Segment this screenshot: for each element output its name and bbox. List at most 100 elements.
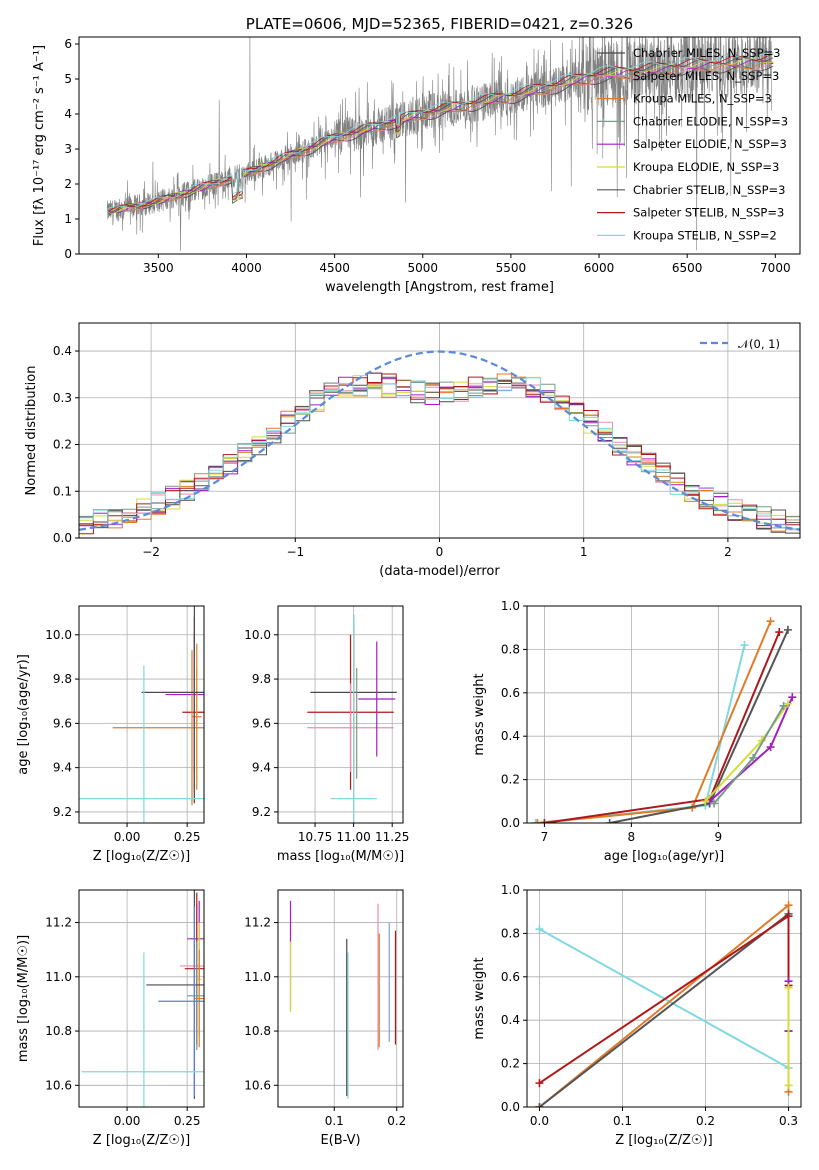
legend-label: Kroupa STELIB, N_SSP=2 [633,228,777,242]
legend-label: Salpeter STELIB, N_SSP=3 [633,206,784,220]
y-tick-label: 10.6 [244,1078,271,1092]
y-tick-label: 6 [64,37,72,51]
x-axis-label: wavelength [Angstrom, rest frame] [325,280,554,295]
panel-massweight-vs-Z: 0.0 0.1 0.2 0.3 0.0 0.2 0.4 0.6 0.8 1.0 Z [log₁₀(Z… [472,883,802,1148]
y-axis-label: Flux [fλ 10⁻¹⁷ erg cm⁻² s⁻¹ A⁻¹] [32,45,47,246]
y-tick-label: 0.8 [501,926,520,940]
panel-age-vs-Z: 0.00 0.25 9.2 9.4 9.6 9.8 10.0 Z [log₁₀(Z/Z☉)] a… [16,605,205,864]
series-marker [749,753,758,762]
y-tick-label: 1.0 [501,599,520,613]
x-tick-label: 11.25 [375,830,409,844]
y-tick-label: 0.6 [501,970,520,984]
x-tick-label: 0.25 [174,1114,201,1128]
y-tick-label: 10.0 [244,628,271,642]
panel-mass-vs-EBV: 0.1 0.2 10.6 10.8 11.0 11.2 E(B-V) [244,889,406,1148]
y-tick-label: 2 [64,177,72,191]
x-tick-label: 0.00 [114,830,141,844]
y-tick-label: 1.0 [501,883,520,897]
y-tick-label: 9.8 [252,672,271,686]
plot-area [106,37,774,252]
model-line [108,53,774,212]
data-point [307,683,394,773]
series-marker [783,625,792,634]
y-tick-label: 11.0 [45,970,72,984]
x-tick-label: −2 [142,545,160,559]
series-marker [701,797,710,806]
x-tick-label: 0.00 [114,1114,141,1128]
y-tick-label: 0.0 [501,1100,520,1114]
series-marker [788,693,797,702]
y-tick-label: 0.2 [501,773,520,787]
series-marker [540,819,549,823]
plot-area [307,614,397,823]
y-tick-label: 0.4 [501,729,520,743]
series-marker [535,1079,544,1088]
x-tick-label: 6500 [672,261,703,275]
x-tick-label: 5500 [496,261,527,275]
y-tick-label: 1 [64,212,72,226]
y-axis-label: mass weight [472,673,487,755]
series-line [538,903,790,1107]
legend-label: 𝒩(0, 1) [738,337,780,351]
panel-age-vs-mass: 10.75 11.00 11.25 9.2 9.4 9.6 9.8 10.0 mass [log… [244,605,409,864]
y-tick-label: 3 [64,142,72,156]
residual-histogram [79,372,800,529]
x-tick-label: 8 [628,830,636,844]
x-tick-label: 0.2 [387,1114,406,1128]
x-tick-label: 2 [724,545,732,559]
y-tick-label: 10.8 [45,1024,72,1038]
y-axis-label: mass weight [472,957,487,1039]
legend-label: Chabrier ELODIE, N_SSP=3 [633,114,788,128]
series-marker [766,617,775,626]
x-axis-label: Z [log₁₀(Z/Z☉)] [93,849,190,864]
y-tick-label: 10.8 [244,1024,271,1038]
series-marker [535,925,544,934]
series-marker [784,901,793,910]
plot-area [79,350,800,535]
plot-area [81,890,204,1107]
x-tick-label: 6000 [584,261,615,275]
y-tick-label: 0.0 [501,816,520,830]
series-line [538,911,790,1107]
x-tick-label: 7 [541,830,549,844]
plot-area [535,901,793,1107]
panel-mass-vs-Z: 0.00 0.25 10.6 10.8 11.0 11.2 Z [log₁₀(Z/Z☉)] m… [16,889,205,1148]
residual-histogram [79,377,800,530]
x-tick-label: 0.1 [613,1114,632,1128]
x-tick-label: 0.2 [696,1114,715,1128]
y-tick-label: 9.4 [252,761,271,775]
legend-label: Salpeter ELODIE, N_SSP=3 [633,137,787,151]
data-point [330,614,377,823]
y-tick-label: 4 [64,107,72,121]
x-tick-label: −1 [286,545,304,559]
x-tick-label: 0.0 [530,1114,549,1128]
axes-frame [78,36,801,255]
x-tick-label: 7000 [760,261,791,275]
series-line [537,620,772,823]
data-point [187,941,204,1051]
legend-label: Kroupa MILES, N_SSP=3 [633,92,772,106]
y-tick-label: 0.8 [501,642,520,656]
series-marker [775,628,784,637]
x-tick-label: 4000 [231,261,262,275]
x-tick-label: 0.3 [779,1114,798,1128]
y-tick-label: 0.0 [53,531,72,545]
legend: Chabrier MILES, N_SSP=3 Salpeter MILES, N… [597,46,788,242]
axes-frame [526,605,802,824]
data-point [81,952,204,1107]
legend-label: Kroupa ELODIE, N_SSP=3 [633,160,779,174]
series-marker [783,699,792,708]
y-tick-label: 11.2 [244,916,271,930]
model-line [107,51,774,210]
legend: 𝒩(0, 1) [700,337,780,351]
y-tick-label: 0 [64,247,72,261]
legend-label: Salpeter MILES, N_SSP=3 [633,69,779,83]
y-axis-label: age [log₁₀(age/yr)] [16,654,31,775]
y-tick-label: 0.4 [53,344,72,358]
y-tick-label: 9.6 [53,716,72,730]
y-axis-label: mass [log₁₀(M/M☉)] [16,935,31,1062]
x-axis-label: Z [log₁₀(Z/Z☉)] [93,1133,190,1148]
panel-massweight-vs-age: 7 8 9 0.0 0.2 0.4 0.6 0.8 1.0 age [log₁₀(age/yr)]… [472,599,802,864]
y-tick-label: 9.6 [252,716,271,730]
